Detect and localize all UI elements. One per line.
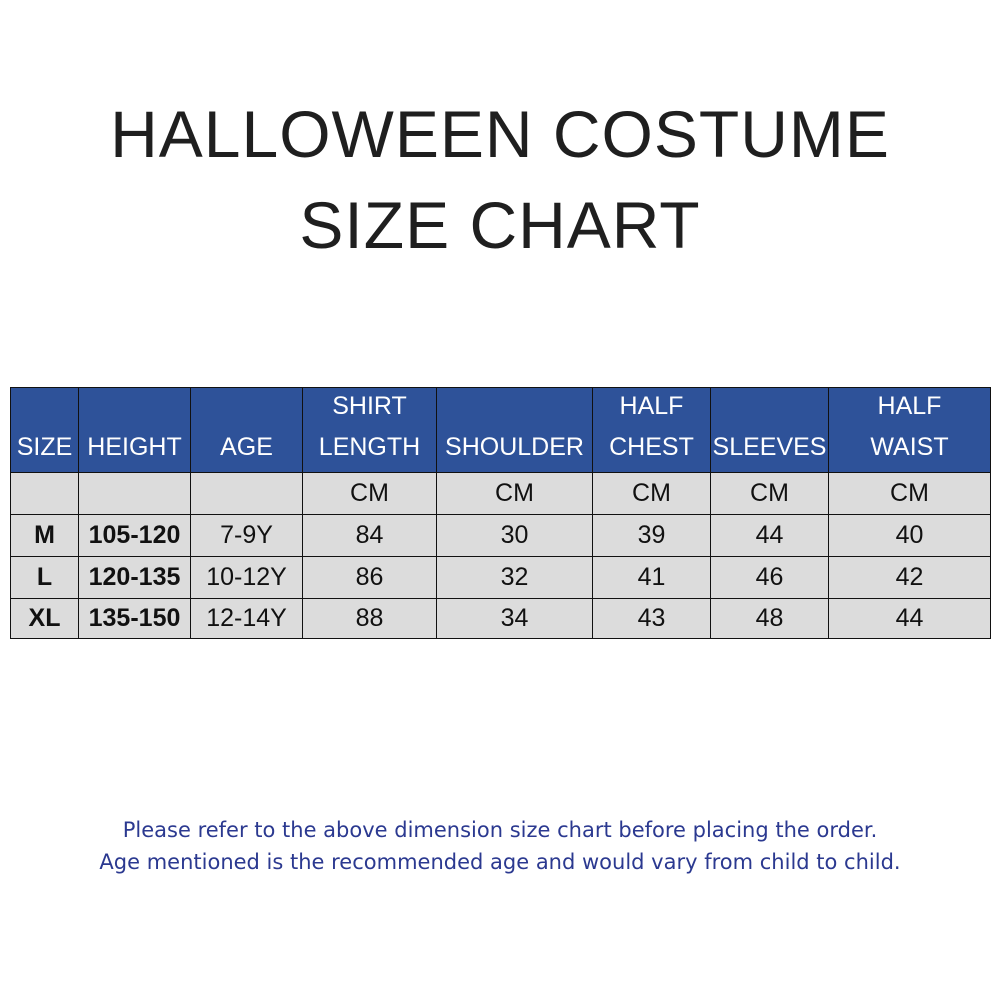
table-cell: 40 <box>828 514 991 557</box>
table-cell: 44 <box>710 514 829 557</box>
header-cell: SLEEVES <box>710 387 829 473</box>
table-cell: 88 <box>302 598 437 639</box>
unit-cell <box>190 472 303 515</box>
table-cell: 46 <box>710 556 829 599</box>
header-text: LENGTH <box>318 433 421 461</box>
header-text: WAIST <box>870 433 949 461</box>
footer-note: Please refer to the above dimension size… <box>122 818 878 842</box>
table-cell: 41 <box>592 556 711 599</box>
header-cell: AGE <box>190 387 303 473</box>
header-cell: HALF CHEST <box>592 387 711 473</box>
header-cell: SHIRT LENGTH <box>302 387 437 473</box>
unit-cell: CM <box>436 472 593 515</box>
header-cell: SHOULDER <box>436 387 593 473</box>
table-cell: 105-120 <box>78 514 191 557</box>
table-cell: L <box>10 556 79 599</box>
header-text: AGE <box>220 433 273 461</box>
table-cell: M <box>10 514 79 557</box>
title-line: HALLOWEEN COSTUME <box>110 97 890 171</box>
title-line: SIZE CHART <box>299 188 701 262</box>
header-text: SHOULDER <box>445 433 584 461</box>
table-cell: 120-135 <box>78 556 191 599</box>
table-cell: 135-150 <box>78 598 191 639</box>
header-text: HEIGHT <box>87 433 182 461</box>
unit-cell: CM <box>710 472 829 515</box>
unit-cell: CM <box>302 472 437 515</box>
table-cell: 86 <box>302 556 437 599</box>
header-text: SLEEVES <box>712 433 827 461</box>
table-cell: 39 <box>592 514 711 557</box>
table-cell: 7-9Y <box>190 514 303 557</box>
header-text: HALF <box>877 392 942 420</box>
header-cell: HALF WAIST <box>828 387 991 473</box>
table-cell: 32 <box>436 556 593 599</box>
header-text: SHIRT <box>332 392 407 420</box>
table-cell: 30 <box>436 514 593 557</box>
table-cell: 42 <box>828 556 991 599</box>
table-cell: 44 <box>828 598 991 639</box>
header-cell: SIZE <box>10 387 79 473</box>
unit-cell: CM <box>828 472 991 515</box>
header-text: CHEST <box>609 433 694 461</box>
header-cell: HEIGHT <box>78 387 191 473</box>
unit-cell <box>78 472 191 515</box>
table-cell: 10-12Y <box>190 556 303 599</box>
unit-cell: CM <box>592 472 711 515</box>
table-cell: 43 <box>592 598 711 639</box>
table-cell: 34 <box>436 598 593 639</box>
header-text: SIZE <box>16 433 73 461</box>
header-text: HALF <box>619 392 684 420</box>
table-cell: 48 <box>710 598 829 639</box>
footer-note: Age mentioned is the recommended age and… <box>99 850 901 874</box>
table-cell: 84 <box>302 514 437 557</box>
unit-cell <box>10 472 79 515</box>
table-cell: 12-14Y <box>190 598 303 639</box>
table-cell: XL <box>10 598 79 639</box>
